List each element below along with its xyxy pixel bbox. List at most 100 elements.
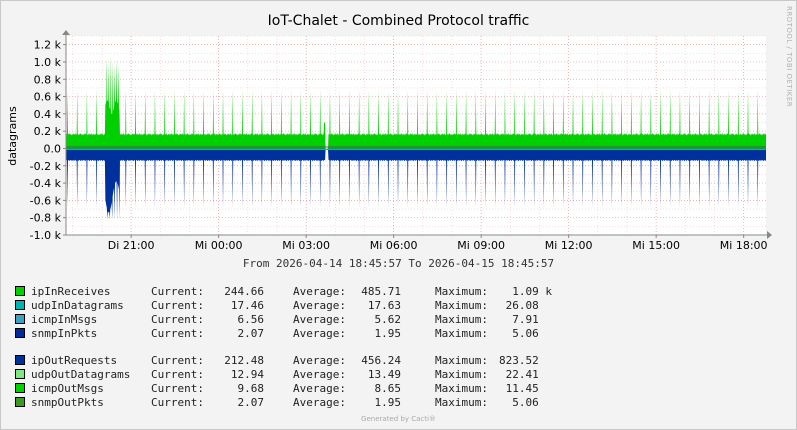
legend-average-label: Average: xyxy=(293,327,346,340)
legend-maximum-value: 5.06 xyxy=(499,327,539,340)
series-ipInReceives xyxy=(66,55,766,149)
x-axis-arrow xyxy=(767,231,772,239)
rrdtool-watermark: RRDTOOL / TOBI OETIKER xyxy=(785,6,793,108)
legend-maximum-value: 11.45 xyxy=(499,382,539,395)
y-tick-label: -0.8 k xyxy=(30,212,62,225)
timespan-label: From 2026-04-14 18:45:57 To 2026-04-15 1… xyxy=(242,257,555,270)
legend-average-value: 1.95 xyxy=(374,396,402,409)
y-tick-label: 0.4 k xyxy=(34,108,62,121)
legend-row-snmpOutPkts: snmpOutPkts Current: 2.07 Average: 1.95 Maxim… xyxy=(15,396,539,410)
legend-average-label: Average: xyxy=(293,299,346,312)
legend-average-label: Average: xyxy=(293,285,346,298)
x-tick-label: Mi 15:00 xyxy=(632,239,680,252)
graph-title: IoT-Chalet - Combined Protocol traffic xyxy=(267,13,530,29)
legend-swatch xyxy=(15,328,25,338)
legend-name: snmpInPkts xyxy=(31,327,98,340)
legend-name: ipOutRequests xyxy=(31,354,118,367)
y-tick-label: -0.6 k xyxy=(30,194,62,207)
legend-maximum-value: 26.08 xyxy=(499,299,539,312)
legend-row-udpOutDatagrams: udpOutDatagrams Current: 12.94 Average: 13.4… xyxy=(15,368,539,382)
legend-average-label: Average: xyxy=(293,368,346,381)
x-tick-label: Mi 12:00 xyxy=(545,239,593,252)
legend-maximum-label: Maximum: xyxy=(435,299,488,312)
legend-maximum-label: Maximum: xyxy=(435,396,488,409)
legend-current-label: Current: xyxy=(151,396,204,409)
legend-average-value: 1.95 xyxy=(374,327,402,340)
legend-current-label: Current: xyxy=(151,368,204,381)
y-tick-label: -0.4 k xyxy=(30,177,62,190)
legend-row-icmpInMsgs: icmpInMsgs Current: 6.56 Average: 5.62 Maximu… xyxy=(15,313,539,327)
legend-swatch xyxy=(15,383,25,393)
legend-name: icmpInMsgs xyxy=(31,313,98,326)
y-tick-label: 0.0 xyxy=(44,142,62,155)
legend-maximum-label: Maximum: xyxy=(435,313,488,326)
legend-average-value: 456.24 xyxy=(361,354,401,367)
legend-maximum-label: Maximum: xyxy=(435,285,488,298)
series-ipOutRequests xyxy=(66,148,766,220)
y-tick-label: 1.2 k xyxy=(34,39,62,52)
legend-average-value: 5.62 xyxy=(374,313,402,326)
legend-current-label: Current: xyxy=(151,354,204,367)
x-axis-ticks: Di 21:00 Mi 00:00 Mi 03:00 Mi 06:00 Mi 09:00… xyxy=(65,34,768,252)
legend-average-label: Average: xyxy=(293,382,346,395)
legend-average-label: Average: xyxy=(293,396,346,409)
legend-current-value: 2.07 xyxy=(237,327,265,340)
legend-inbound: ipInReceives Current: 244.66 Average: 485.71… xyxy=(15,285,552,341)
legend-outbound: ipOutRequests Current: 212.48 Average: 456.2… xyxy=(15,354,539,410)
legend-current-value: 244.66 xyxy=(224,285,264,298)
legend-maximum-label: Maximum: xyxy=(435,354,488,367)
y-tick-label: 1.0 k xyxy=(34,56,62,69)
legend-current-label: Current: xyxy=(151,327,204,340)
y-tick-label: 0.8 k xyxy=(34,73,62,86)
legend-row-icmpOutMsgs: icmpOutMsgs Current: 9.68 Average: 8.65 Maxim… xyxy=(15,382,539,396)
legend-current-label: Current: xyxy=(151,382,204,395)
legend-maximum-label: Maximum: xyxy=(435,327,488,340)
chart: 1.2 k 1.0 k 0.8 k 0.6 k 0.4 k 0.2 k 0.0 -0.2 k -… xyxy=(6,30,772,252)
y-tick-label: 0.2 k xyxy=(34,125,62,138)
legend-swatch xyxy=(15,300,25,310)
legend-maximum-label: Maximum: xyxy=(435,382,488,395)
legend-row-ipOutRequests: ipOutRequests Current: 212.48 Average: 456.2… xyxy=(15,354,539,368)
x-tick-label: Mi 06:00 xyxy=(370,239,418,252)
x-tick-label: Mi 03:00 xyxy=(282,239,330,252)
y-axis-arrow xyxy=(62,30,70,35)
legend-maximum-value: 7.91 xyxy=(499,313,539,326)
legend-current-label: Current: xyxy=(151,285,204,298)
legend-average-value: 13.49 xyxy=(367,368,401,381)
x-tick-label: Mi 00:00 xyxy=(195,239,243,252)
legend-current-value: 2.07 xyxy=(237,396,265,409)
y-tick-label: -1.0 k xyxy=(30,229,62,242)
y-axis-label: datagrams xyxy=(6,106,19,166)
legend-name: icmpOutMsgs xyxy=(31,382,104,395)
legend-average-label: Average: xyxy=(293,354,346,367)
legend-current-label: Current: xyxy=(151,313,204,326)
legend-average-label: Average: xyxy=(293,313,346,326)
series-ipInReceives-area xyxy=(66,55,766,149)
legend-average-value: 485.71 xyxy=(361,285,401,298)
legend-name: udpOutDatagrams xyxy=(31,368,131,381)
legend-row-ipInReceives: ipInReceives Current: 244.66 Average: 485.71… xyxy=(15,285,552,299)
legend-swatch xyxy=(15,369,25,379)
footer-credit: Generated by Cacti® xyxy=(361,415,436,423)
legend-maximum-value: 22.41 xyxy=(499,368,539,381)
legend-average-value: 8.65 xyxy=(374,382,402,395)
legend-current-label: Current: xyxy=(151,299,204,312)
legend-current-value: 9.68 xyxy=(237,382,265,395)
y-axis-ticks: 1.2 k 1.0 k 0.8 k 0.6 k 0.4 k 0.2 k 0.0 -0.2 k -… xyxy=(30,39,66,242)
legend-current-value: 212.48 xyxy=(224,354,264,367)
legend-name: udpInDatagrams xyxy=(31,299,124,312)
x-tick-label: Di 21:00 xyxy=(108,239,155,252)
legend-maximum-value: 823.52 xyxy=(499,354,539,367)
legend-maximum-value: 5.06 xyxy=(499,396,539,409)
legend-maximum-label: Maximum: xyxy=(435,368,488,381)
x-tick-label: Mi 18:00 xyxy=(720,239,768,252)
legend-swatch xyxy=(15,397,25,407)
series-ipOutRequests-area xyxy=(66,148,766,220)
y-tick-label: 0.6 k xyxy=(34,91,62,104)
x-tick-label: Mi 09:00 xyxy=(457,239,505,252)
legend-swatch xyxy=(15,286,25,296)
legend-name: ipInReceives xyxy=(31,285,111,298)
legend-row-udpInDatagrams: udpInDatagrams Current: 17.46 Average: 17.63… xyxy=(15,299,539,313)
legend-swatch xyxy=(15,355,25,365)
legend-current-value: 17.46 xyxy=(230,299,264,312)
